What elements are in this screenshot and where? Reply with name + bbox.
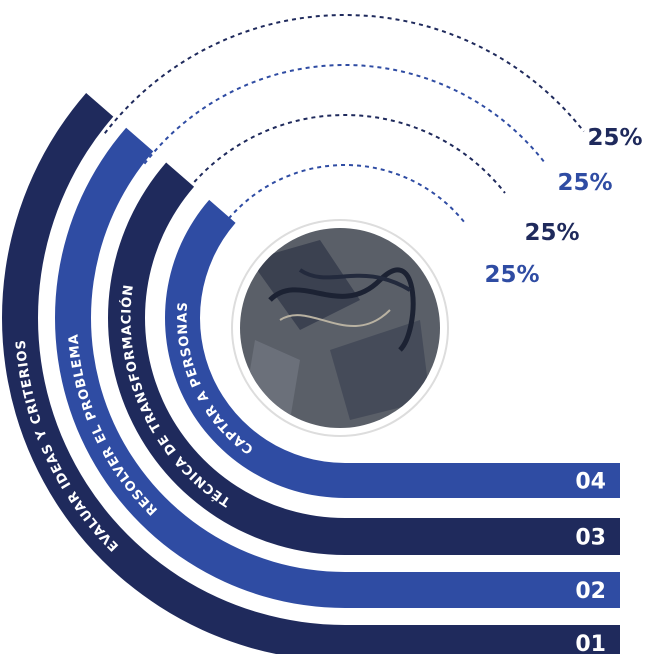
band-number: 04: [575, 470, 606, 495]
dashed-arc: [104, 14, 585, 134]
band-number: 01: [575, 632, 606, 654]
dashed-arc: [222, 164, 467, 226]
dashed-arc: [143, 64, 546, 165]
arc-band: [55, 127, 621, 608]
band-number: 03: [575, 526, 606, 551]
arc-band: [107, 162, 620, 555]
band-number: 02: [575, 579, 606, 604]
percent-label: 25%: [484, 262, 539, 288]
arc-band: [165, 199, 621, 499]
photo: [231, 219, 449, 437]
percent-label: 25%: [557, 170, 612, 196]
arc-band: [2, 92, 620, 654]
percent-label: 25%: [524, 220, 579, 246]
percent-label: 25%: [587, 125, 642, 151]
dashed-arc: [183, 114, 506, 195]
